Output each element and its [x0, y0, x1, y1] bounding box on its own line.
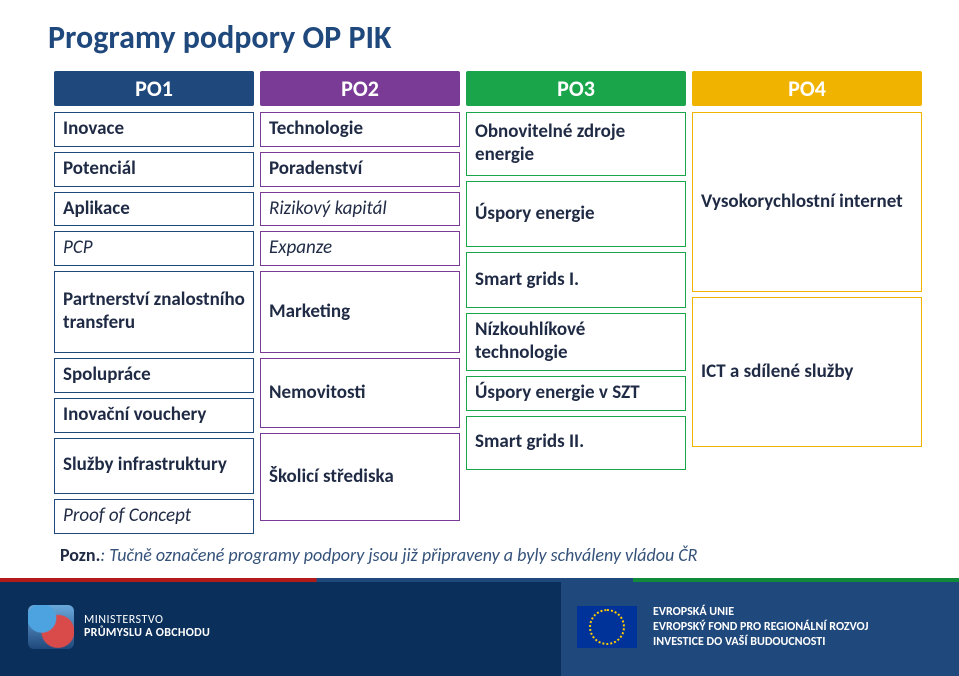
- footer-right: EVROPSKÁ UNIE EVROPSKÝ FOND PRO REGIONÁL…: [561, 578, 959, 676]
- footnote-rest: : Tučně označené programy podpory jsou j…: [100, 544, 697, 566]
- ministry-text: MINISTERSTVO PRŮMYSLU A OBCHODU: [84, 614, 210, 640]
- footnote-pozn: Pozn.: [60, 544, 100, 566]
- ministry-logo: MINISTERSTVO PRŮMYSLU A OBCHODU: [28, 605, 210, 649]
- ministry-icon: [28, 605, 74, 649]
- eu-line2: EVROPSKÝ FOND PRO REGIONÁLNÍ ROZVOJ: [653, 620, 868, 635]
- cell-po1-5: Spolupráce: [54, 358, 254, 393]
- cell-po1-0: Inovace: [54, 112, 254, 147]
- cell-po1-2: Aplikace: [54, 192, 254, 227]
- cell-po1-6: Inovační vouchery: [54, 398, 254, 433]
- eu-text: EVROPSKÁ UNIE EVROPSKÝ FOND PRO REGIONÁL…: [653, 605, 868, 650]
- footer-stripe: [0, 578, 959, 582]
- cell-po2-2: Rizikový kapitál: [260, 192, 460, 227]
- eu-flag-icon: [577, 606, 637, 648]
- cell-po1-3: PCP: [54, 231, 254, 266]
- cell-po4-0: Vysokorychlostní internet: [692, 112, 922, 292]
- cell-po4-1: ICT a sdílené služby: [692, 297, 922, 447]
- cell-po1-8: Proof of Concept: [54, 499, 254, 534]
- cell-po3-0: Obnovitelné zdroje energie: [466, 112, 686, 176]
- cell-po3-4: Úspory energie v SZT: [466, 376, 686, 411]
- col-po4: Vysokorychlostní internetICT a sdílené s…: [692, 112, 922, 534]
- col-po2: Technologie Poradenství Rizikový kapitál Ex…: [260, 112, 460, 534]
- col-header-po3: PO3: [466, 71, 686, 106]
- cell-po1-7: Služby infrastruktury: [54, 438, 254, 494]
- footer-left: MINISTERSTVO PRŮMYSLU A OBCHODU: [0, 578, 561, 676]
- col-header-po1: PO1: [54, 71, 254, 106]
- footer: MINISTERSTVO PRŮMYSLU A OBCHODU EVROPSKÁ…: [0, 578, 959, 676]
- cell-po3-1: Úspory energie: [466, 181, 686, 247]
- cell-po2-4: Marketing: [260, 271, 460, 353]
- col-header-po4: PO4: [692, 71, 922, 106]
- col-po1: Inovace Potenciál Aplikace PCP Partnerství z…: [54, 112, 254, 534]
- footnote: Pozn.: Tučně označené programy podpory j…: [60, 544, 919, 566]
- cell-po2-3: Expanze: [260, 231, 460, 266]
- cell-po3-3: Nízkouhlíkové technologie: [466, 313, 686, 371]
- ministry-line2: PRŮMYSLU A OBCHODU: [84, 627, 210, 640]
- cell-po1-4: Partnerství znalostního transferu: [54, 271, 254, 353]
- program-table: PO1 PO2 PO3 PO4 Inovace Potenciál Aplikace…: [54, 71, 919, 534]
- col-po3: Obnovitelné zdroje energieÚspory energie…: [466, 112, 686, 534]
- cell-po3-2: Smart grids I.: [466, 252, 686, 308]
- cell-po2-1: Poradenství: [260, 152, 460, 187]
- eu-line3: INVESTICE DO VAŠÍ BUDOUCNOSTI: [653, 635, 868, 650]
- cell-po3-5: Smart grids II.: [466, 416, 686, 470]
- cell-po2-0: Technologie: [260, 112, 460, 147]
- eu-line1: EVROPSKÁ UNIE: [653, 605, 868, 620]
- cell-po2-6: Školicí střediska: [260, 433, 460, 521]
- col-header-po2: PO2: [260, 71, 460, 106]
- cell-po2-5: Nemovitosti: [260, 358, 460, 428]
- page-title: Programy podpory OP PIK: [48, 18, 919, 57]
- cell-po1-1: Potenciál: [54, 152, 254, 187]
